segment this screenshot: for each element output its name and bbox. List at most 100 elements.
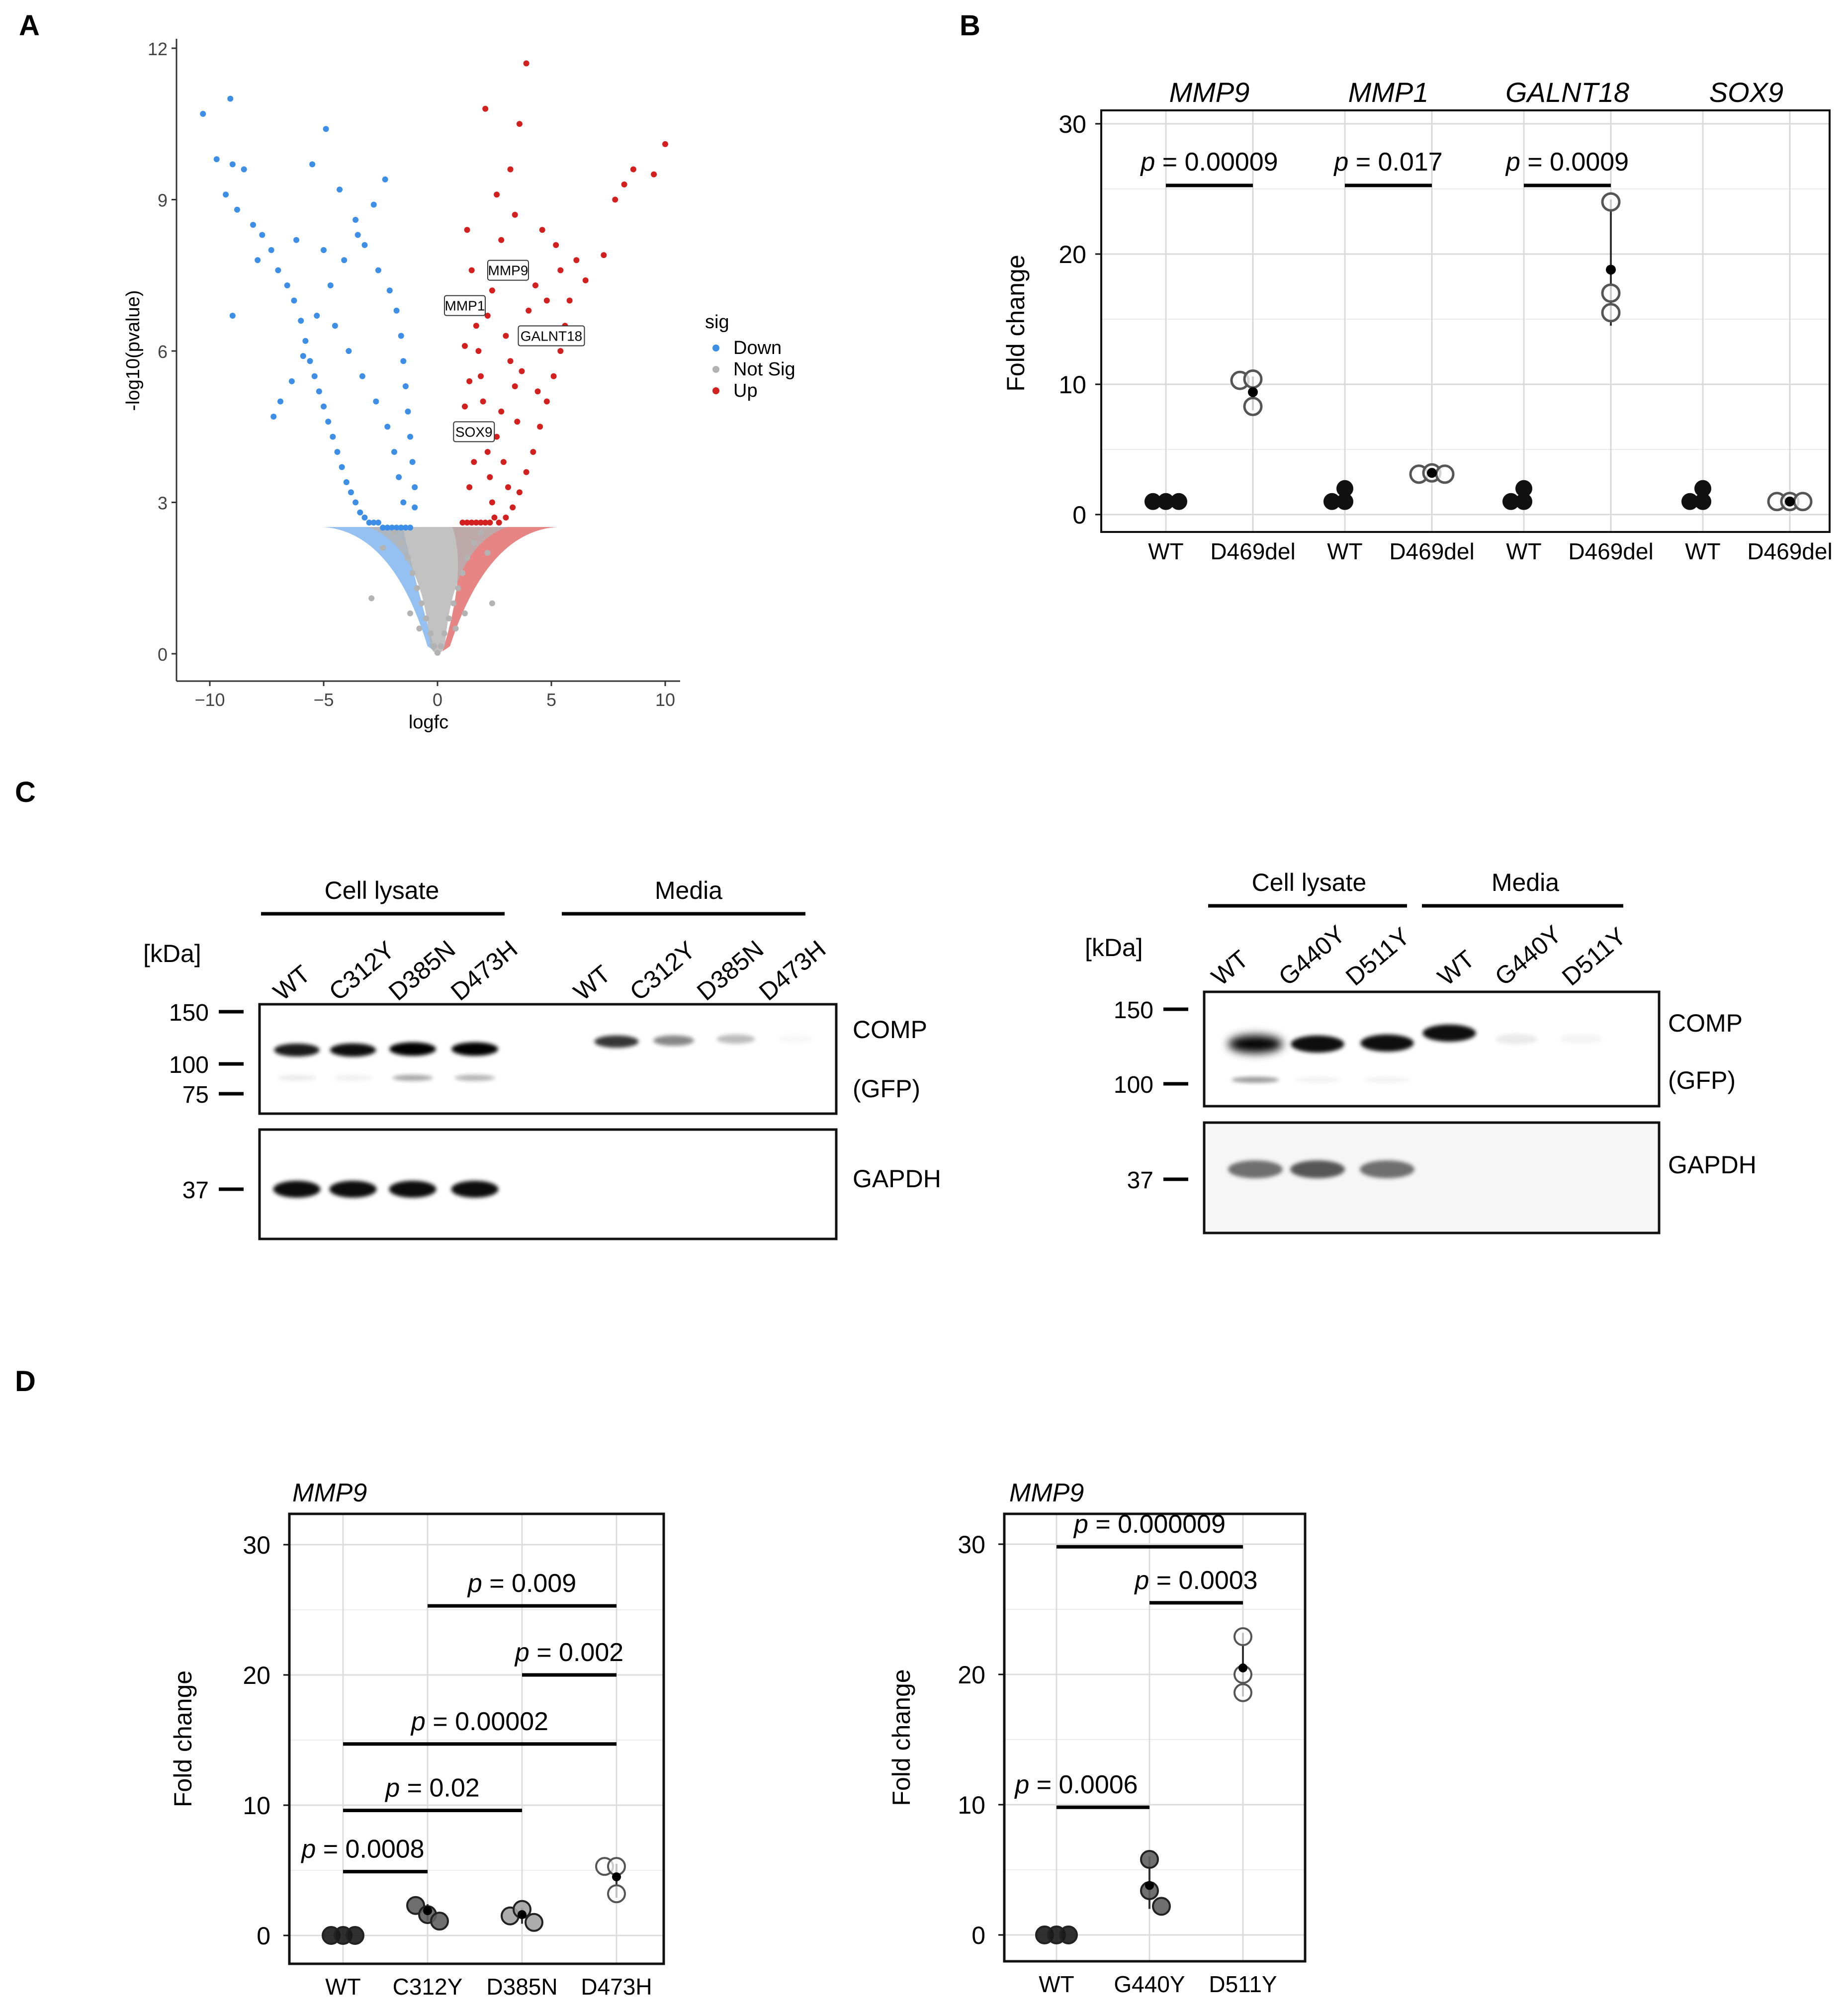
lane-label: WT [1432,945,1480,991]
volcano-point-down [412,484,418,491]
comp-band [330,1043,376,1057]
y-axis-label: Fold change [887,1669,915,1806]
blot-box-comp [258,1003,838,1115]
gene-label-box [453,421,495,442]
volcano-point-up [621,181,627,188]
volcano-point-down [389,525,395,531]
volcano-point-up [519,368,525,374]
volcano-point-up [459,520,466,526]
volcano-point-down [412,504,418,511]
comp-band [653,1035,694,1046]
volcano-point-not-sig [368,595,375,602]
volcano-point-up [484,449,491,455]
volcano-point-down [380,525,386,531]
facet-title: MMP1 [1348,77,1429,108]
lane-label: C312Y [624,936,701,1006]
up-cloud [442,527,557,651]
blot-group-label: Media [1492,869,1559,896]
mutant-point [1243,369,1263,389]
volcano-point-up [464,227,470,233]
fold-change-plot-d-right: 0 10 20 30 Fold change MMP9 WT G440Y D511Y p = 0.… [887,1479,1307,1997]
volcano-point-down [284,282,290,289]
lane-label: D385N [383,935,460,1006]
mutant-mean [1785,496,1795,507]
p-value-label: p = 0.00009 [1140,148,1278,176]
volcano-point-down [223,191,229,198]
plot-frame [288,1512,665,1965]
x-tick-label: D473H [581,1974,652,2000]
volcano-point-not-sig [435,649,440,656]
volcano-point-down [229,161,236,168]
marker-label: 100 [1114,1072,1153,1098]
volcano-point-down [316,388,322,395]
volcano-point-down [405,408,411,415]
volcano-point-up [473,323,479,329]
lane-label: WT [1206,945,1254,991]
p-value-label: p = 0.02 [384,1773,479,1802]
gene-label-box [443,295,486,316]
data-point [1152,1897,1171,1916]
x-tick-label: D511Y [1209,1971,1277,1997]
volcano-point-up [494,434,500,440]
gfp-band [277,1075,317,1081]
panel-letter-b: B [960,9,980,42]
volcano-point-down [346,348,352,354]
volcano-point-up [489,287,495,294]
volcano-point-down [352,217,359,223]
facet-title: GALNT18 [1505,77,1629,108]
gene-label: MMP1 [445,298,485,314]
p-value-label: p = 0.0003 [1134,1566,1257,1595]
mean-point [612,1872,621,1882]
volcano-point-up [557,267,564,273]
mean-point [423,1906,432,1916]
volcano-plot: 0 3 6 9 12 −10 −5 0 5 10 logfc -log10(pvalue) MMP9 MM… [123,39,795,733]
volcano-point-up [516,489,523,496]
y-tick-label: 30 [958,1531,985,1559]
volcano-point-up [484,312,491,319]
marker-label: 150 [1114,997,1153,1024]
volcano-point-down [407,434,414,440]
volcano-point-up [532,282,538,289]
volcano-point-up [537,424,543,430]
volcano-point-down [255,257,261,263]
volcano-point-down [396,474,402,480]
volcano-point-up [510,504,516,511]
volcano-point-up [512,383,518,390]
panel-letter-a: A [19,9,40,42]
p-value-label: p = 0.009 [467,1569,576,1598]
wt-point [1515,480,1532,497]
volcano-point-up [487,520,493,526]
volcano-point-not-sig [464,555,470,561]
volcano-point-down [291,297,297,304]
volcano-point-down [398,525,404,531]
volcano-point-down [259,232,265,238]
volcano-point-down [382,176,388,182]
fold-change-plot-b: 0 10 20 30 Fold change MMP9 WT D469del p = 0.000… [1002,77,1833,564]
volcano-point-not-sig [380,544,386,551]
volcano-point-down [288,378,295,384]
blot-group-label: Cell lysate [1252,869,1367,896]
p-value-label: p = 0.0008 [300,1835,424,1864]
volcano-point-not-sig [423,615,430,621]
comp-band [1495,1034,1538,1045]
gfp-band [1232,1077,1279,1083]
volcano-point-down [398,333,404,339]
y-tick-label: 0 [1072,501,1086,529]
x-tick-label: D469del [1389,538,1474,564]
volcano-point-not-sig [405,555,411,561]
volcano-point-up [496,520,502,526]
volcano-point-down [359,373,365,379]
y-tick-label: 0 [971,1922,985,1949]
volcano-point-down [314,312,320,319]
volcano-point-not-sig [418,600,425,607]
volcano-point-down [229,312,236,319]
p-value-label: p = 0.00002 [410,1707,548,1736]
lane-label: WT [568,960,616,1006]
fold-change-plot-d-left: 0 10 20 30 Fold change MMP9 WT C312Y D385N D473H p… [169,1479,665,2000]
marker-label: 75 [182,1082,209,1108]
gene-label: SOX9 [455,424,493,439]
volcano-point-up [539,227,545,233]
volcano-point-not-sig [450,600,457,607]
volcano-point-up [651,171,657,177]
